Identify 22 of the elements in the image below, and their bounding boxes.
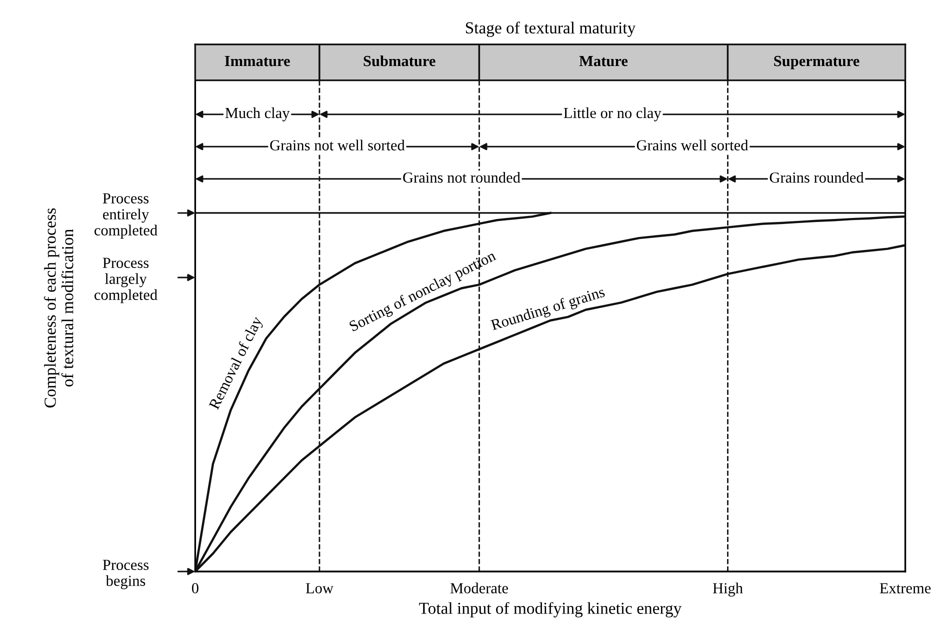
text: Process begins: [102, 560, 149, 590]
text: Process entirely completed: [94, 193, 158, 239]
text: Grains rounded: [770, 172, 864, 183]
text: Much clay: [225, 107, 290, 122]
x-axis-title: Total input of modifying kinetic energy: [419, 602, 682, 618]
text: Process largely completed: [94, 258, 158, 304]
text: Grains well sorted: [636, 140, 748, 150]
text: Submature: [364, 55, 436, 66]
text: Mature: [579, 56, 628, 66]
x-tick-label: Extreme: [880, 583, 931, 594]
text: Immature: [224, 56, 290, 66]
chart-title: Stage of textural maturity: [466, 22, 636, 37]
text: Supermature: [774, 56, 860, 70]
text: Grains not rounded: [403, 172, 520, 183]
x-tick-label: High: [712, 582, 743, 597]
text: Rounding of grains: [490, 286, 606, 334]
text: Grains not well sorted: [270, 140, 405, 150]
x-tick-label: 0: [192, 583, 198, 594]
x-tick-label: Low: [306, 583, 334, 594]
text: Completeness of each process of textural modification: [44, 208, 74, 408]
text: Little or no clay: [564, 107, 662, 122]
x-tick-label: Moderate: [450, 582, 508, 594]
